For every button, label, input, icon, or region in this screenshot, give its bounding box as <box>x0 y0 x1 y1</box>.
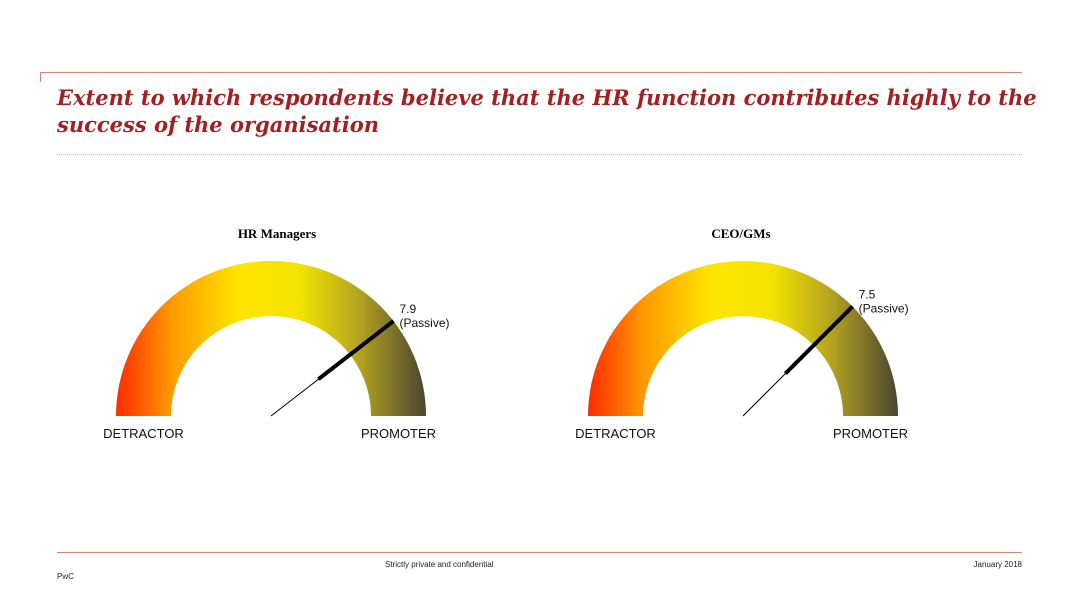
gauge-title-hr-managers: HR Managers <box>237 226 317 241</box>
gauge-max-label: PROMOTER <box>833 426 908 441</box>
footer-date: January 2018 <box>973 560 1022 569</box>
gauge-category-label: (Passive) <box>859 301 909 315</box>
footer-brand: PwC <box>57 572 74 581</box>
header-rule-tick <box>40 72 41 82</box>
gauge-arc <box>588 261 898 416</box>
footer-confidential: Strictly private and confidential <box>385 560 494 569</box>
slide-title: Extent to which respondents believe that… <box>57 85 1037 137</box>
title-separator <box>57 154 1022 155</box>
header-rule <box>40 72 1022 73</box>
gauge-hr-managers: 7.9 (Passive) DETRACTOR PROMOTER <box>103 261 450 441</box>
gauge-min-label: DETRACTOR <box>575 426 656 441</box>
footer-rule <box>57 552 1022 553</box>
gauge-title-ceo-gms: CEO/GMs <box>711 226 771 241</box>
gauge-arc <box>116 261 426 416</box>
gauge-needle-band-segment <box>317 319 395 381</box>
gauge-max-label: PROMOTER <box>361 426 436 441</box>
gauge-needle-band-segment <box>783 304 855 376</box>
gauge-value-label: 7.5 <box>859 287 876 301</box>
gauge-value-label: 7.9 <box>400 302 417 316</box>
gauge-category-label: (Passive) <box>400 316 450 330</box>
gauge-min-label: DETRACTOR <box>103 426 184 441</box>
gauge-ceo-gms: 7.5 (Passive) DETRACTOR PROMOTER <box>575 261 909 441</box>
